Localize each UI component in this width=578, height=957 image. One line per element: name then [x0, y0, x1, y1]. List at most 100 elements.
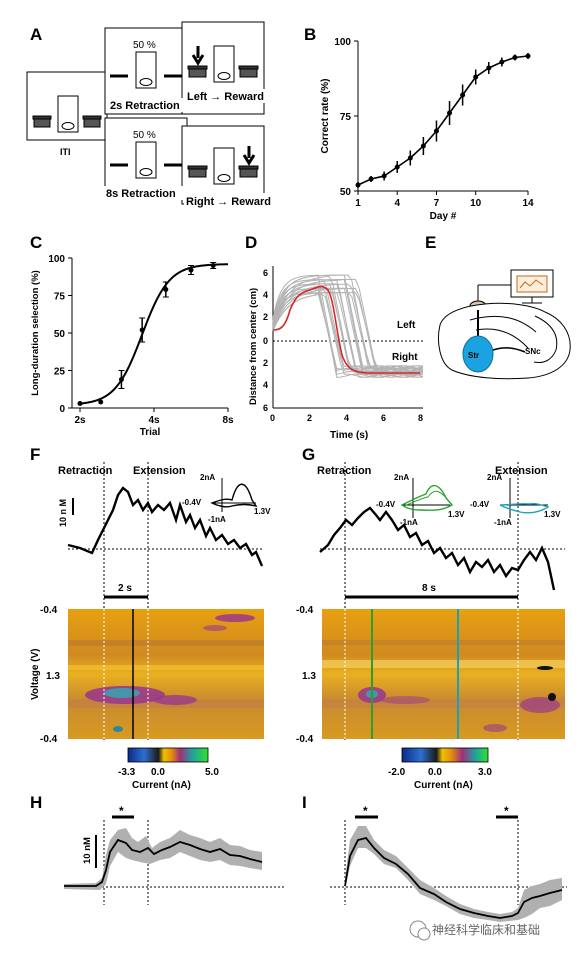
g-heatmap [322, 609, 565, 739]
b-point [525, 53, 531, 59]
b-xtick-label: 10 [470, 198, 482, 209]
d-xtick-3: 6 [381, 413, 386, 423]
i-sig-star-1: * [363, 804, 368, 818]
b-point [460, 92, 466, 98]
b-point [512, 55, 518, 60]
g-inset2-pos-v: 1.3V [544, 510, 561, 519]
d-xtick-0: 0 [270, 413, 275, 423]
b-point [473, 74, 479, 80]
panel-label-b: B [304, 25, 316, 44]
d-trial-trace [272, 274, 424, 378]
panel-label-i: I [302, 793, 307, 812]
g-cbar-max: 3.0 [478, 767, 492, 778]
b-ytick-label: 75 [340, 112, 352, 123]
d-ytick-0: 6 [263, 268, 268, 278]
f-inset-pos-v: 1.3V [254, 507, 271, 516]
f-cbar-min: -3.3 [118, 767, 136, 778]
h-sig-star: * [119, 804, 124, 818]
d-ytick-2: 2 [263, 312, 268, 322]
g-retraction-label: Retraction [317, 465, 372, 477]
d-left-label: Left [397, 320, 416, 331]
retraction-2s-label: 2s Retraction [110, 100, 180, 112]
g-ytick-bot: -0.4 [296, 734, 314, 745]
d-mean-trace [272, 285, 420, 374]
left-reward-label: Left → Reward [187, 91, 264, 103]
d-xtick-1: 2 [307, 413, 312, 423]
percent-8s: 50 % [133, 130, 156, 141]
d-ytick-4: 2 [263, 358, 268, 368]
f-inset-na: 2nA [200, 473, 215, 482]
f-heatmap [68, 609, 264, 739]
d-trial-trace [272, 283, 424, 373]
g-inset1-neg-v: -0.4V [376, 500, 396, 509]
i-sem-band [345, 826, 562, 922]
right-reward-bg [184, 193, 280, 207]
panel-g: Retraction Extension 2nA -0.4V 1.3V -1nA… [296, 462, 565, 791]
right-reward-label: Right → Reward [186, 196, 271, 208]
d-ytick-3: 0 [263, 336, 268, 346]
c-xtick-label: 4s [148, 415, 160, 426]
g-inset2-na: 2nA [487, 473, 502, 482]
f-ylabel: Voltage (V) [30, 649, 41, 700]
watermark-text: 神经科学临床和基础 [432, 922, 540, 937]
g-cbar-min: -2.0 [388, 767, 406, 778]
panel-i: * * [330, 804, 567, 922]
f-cbar-mid: 0.0 [151, 767, 165, 778]
panel-label-e: E [425, 233, 436, 252]
c-fit-curve [79, 263, 229, 405]
g-inset1-na: 2nA [394, 473, 409, 482]
g-colorbar [401, 747, 489, 763]
percent-2s: 50 % [133, 40, 156, 51]
d-trial-trace [272, 292, 424, 370]
c-ytick-label: 75 [54, 292, 66, 303]
b-ytick-label: 100 [334, 37, 351, 48]
c-point [98, 399, 104, 405]
retraction-8s-label: 8s Retraction [106, 188, 176, 200]
b-line [357, 55, 529, 186]
b-point [394, 164, 400, 170]
d-xlabel: Time (s) [330, 430, 368, 441]
d-trial-trace [272, 293, 424, 378]
f-inset-neg-na: -1nA [208, 515, 226, 524]
b-xtick-label: 1 [355, 198, 361, 209]
c-point [163, 287, 169, 292]
h-sem-band [64, 828, 262, 890]
d-trial-trace [272, 287, 424, 370]
g-ytick-top: -0.4 [296, 605, 314, 616]
b-ytick-label: 50 [340, 187, 352, 198]
d-ylabel: Distance from center (cm) [248, 288, 259, 405]
retraction-8s-bg [103, 186, 185, 200]
b-point [355, 182, 361, 188]
panel-h: * 10 nM [64, 804, 285, 905]
panel-label-d: D [245, 233, 257, 252]
f-inset-cv: 2nA -0.4V 1.3V -1nA [182, 473, 271, 524]
d-ytick-6: 6 [263, 403, 268, 413]
panel-label-f: F [30, 445, 40, 464]
retraction-2s-bg [108, 98, 186, 112]
g-ytick-mid: 1.3 [302, 671, 316, 682]
c-ytick-label: 100 [48, 254, 65, 265]
f-ytick-bot: -0.4 [40, 734, 58, 745]
panel-e-brain [438, 269, 571, 380]
b-point [486, 65, 492, 71]
g-duration-label: 8 s [422, 583, 436, 594]
f-extension-label: Extension [133, 465, 186, 477]
b-xtick-label: 14 [522, 198, 534, 209]
f-colorbar [127, 747, 209, 763]
b-point [381, 173, 387, 179]
b-xtick-label: 4 [394, 198, 400, 209]
c-ytick-label: 0 [59, 404, 65, 415]
c-xtick-label: 8s [222, 415, 234, 426]
panel-c-chart: 0 25 50 75 100 2s 4s 8s Trial Long-duration selec… [30, 254, 234, 438]
str-label: Str [468, 351, 479, 360]
panel-f: Retraction Extension 10 n M 2nA -0.4V 1.… [30, 462, 271, 791]
d-ytick-5: 4 [263, 380, 268, 390]
c-ylabel: Long-duration selection (%) [30, 270, 41, 396]
striatum-icon [462, 335, 494, 373]
b-point [499, 59, 505, 65]
c-point [210, 263, 216, 268]
left-reward-bg [184, 89, 268, 103]
c-ytick-label: 25 [54, 367, 66, 378]
